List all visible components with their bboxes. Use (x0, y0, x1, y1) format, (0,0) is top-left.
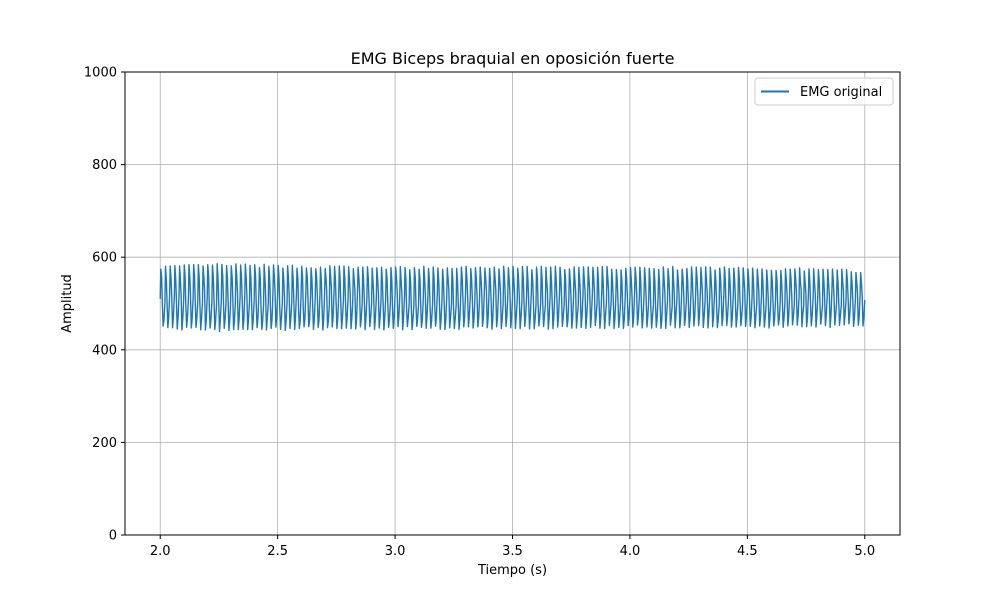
axis-ticks: 2.0 2.5 3.0 3.5 4.0 4.5 5.0 0 200 400 600 800 1000 (84, 66, 875, 560)
chart-title: EMG Biceps braquial en oposición fuerte (351, 49, 675, 68)
x-axis-label: Tiempo (s) (477, 563, 547, 578)
legend: EMG original (754, 77, 894, 106)
y-tick-label: 1000 (84, 66, 117, 81)
series-group (159, 262, 866, 333)
x-tick-label: 2.5 (267, 544, 288, 559)
y-tick-label: 600 (92, 251, 117, 266)
legend-box (754, 77, 894, 106)
y-tick-label: 400 (92, 343, 117, 358)
y-tick-label: 0 (109, 529, 117, 544)
y-tick-label: 200 (92, 436, 117, 451)
x-tick-label: 2.0 (150, 544, 171, 559)
series-line-emg-original (159, 262, 866, 333)
y-tick-label: 800 (92, 158, 117, 173)
x-tick-label: 3.0 (385, 544, 406, 559)
x-tick-label: 4.0 (620, 544, 641, 559)
x-tick-label: 5.0 (854, 544, 875, 559)
x-tick-label: 4.5 (737, 544, 758, 559)
legend-entry-label: EMG original (800, 85, 882, 100)
y-axis-label: Amplitud (60, 274, 75, 333)
x-tick-label: 3.5 (502, 544, 523, 559)
